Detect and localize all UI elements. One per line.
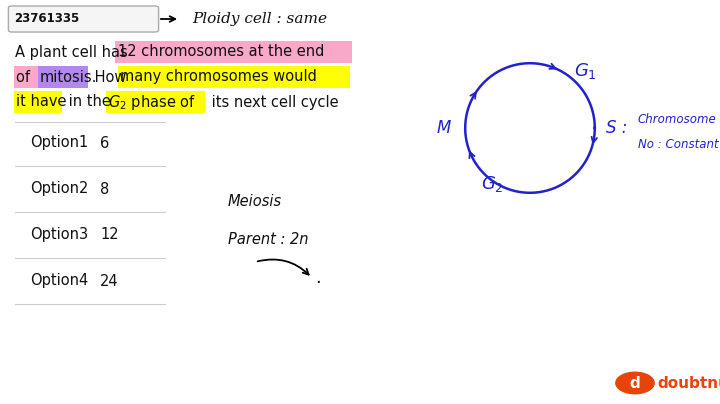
Text: doubtnut: doubtnut	[657, 375, 720, 391]
Text: 6: 6	[100, 135, 109, 151]
FancyBboxPatch shape	[14, 91, 62, 113]
Text: $G_1$: $G_1$	[575, 61, 597, 81]
Text: Option1: Option1	[30, 135, 89, 151]
Text: Parent : 2n: Parent : 2n	[228, 232, 308, 248]
Text: $G_2$: $G_2$	[481, 174, 504, 194]
Text: 8: 8	[100, 181, 109, 196]
Text: in the: in the	[64, 95, 115, 109]
Text: of: of	[16, 69, 35, 84]
Text: mitosis.: mitosis.	[40, 69, 97, 84]
Text: many chromosomes would: many chromosomes would	[120, 69, 317, 84]
FancyBboxPatch shape	[9, 6, 158, 32]
Text: M: M	[436, 119, 451, 137]
Text: .: .	[315, 269, 320, 287]
Text: 23761335: 23761335	[14, 13, 79, 25]
Text: Chromosome: Chromosome	[638, 114, 716, 126]
Text: d: d	[629, 375, 640, 391]
FancyBboxPatch shape	[14, 66, 85, 88]
FancyBboxPatch shape	[118, 66, 350, 88]
Text: Option4: Option4	[30, 274, 89, 288]
Text: its next cell cycle: its next cell cycle	[207, 95, 338, 109]
Circle shape	[616, 372, 654, 394]
Text: it have: it have	[16, 95, 66, 109]
Text: 24: 24	[100, 274, 119, 288]
Text: 12 chromosomes at the end: 12 chromosomes at the end	[118, 44, 325, 59]
Text: Meiosis: Meiosis	[228, 194, 282, 210]
Text: Option2: Option2	[30, 181, 89, 196]
FancyBboxPatch shape	[115, 41, 352, 63]
Text: No : Constant: No : Constant	[638, 138, 719, 151]
Text: S :: S :	[606, 119, 627, 137]
Text: 12: 12	[100, 227, 119, 242]
Text: A plant cell has: A plant cell has	[15, 44, 132, 59]
Text: Option3: Option3	[30, 227, 88, 242]
FancyBboxPatch shape	[106, 91, 205, 113]
Text: Ploidy cell : same: Ploidy cell : same	[192, 12, 327, 26]
Text: How: How	[90, 69, 131, 84]
FancyBboxPatch shape	[38, 66, 88, 88]
Text: $\mathit{G}_2$ phase of: $\mathit{G}_2$ phase of	[108, 93, 196, 112]
